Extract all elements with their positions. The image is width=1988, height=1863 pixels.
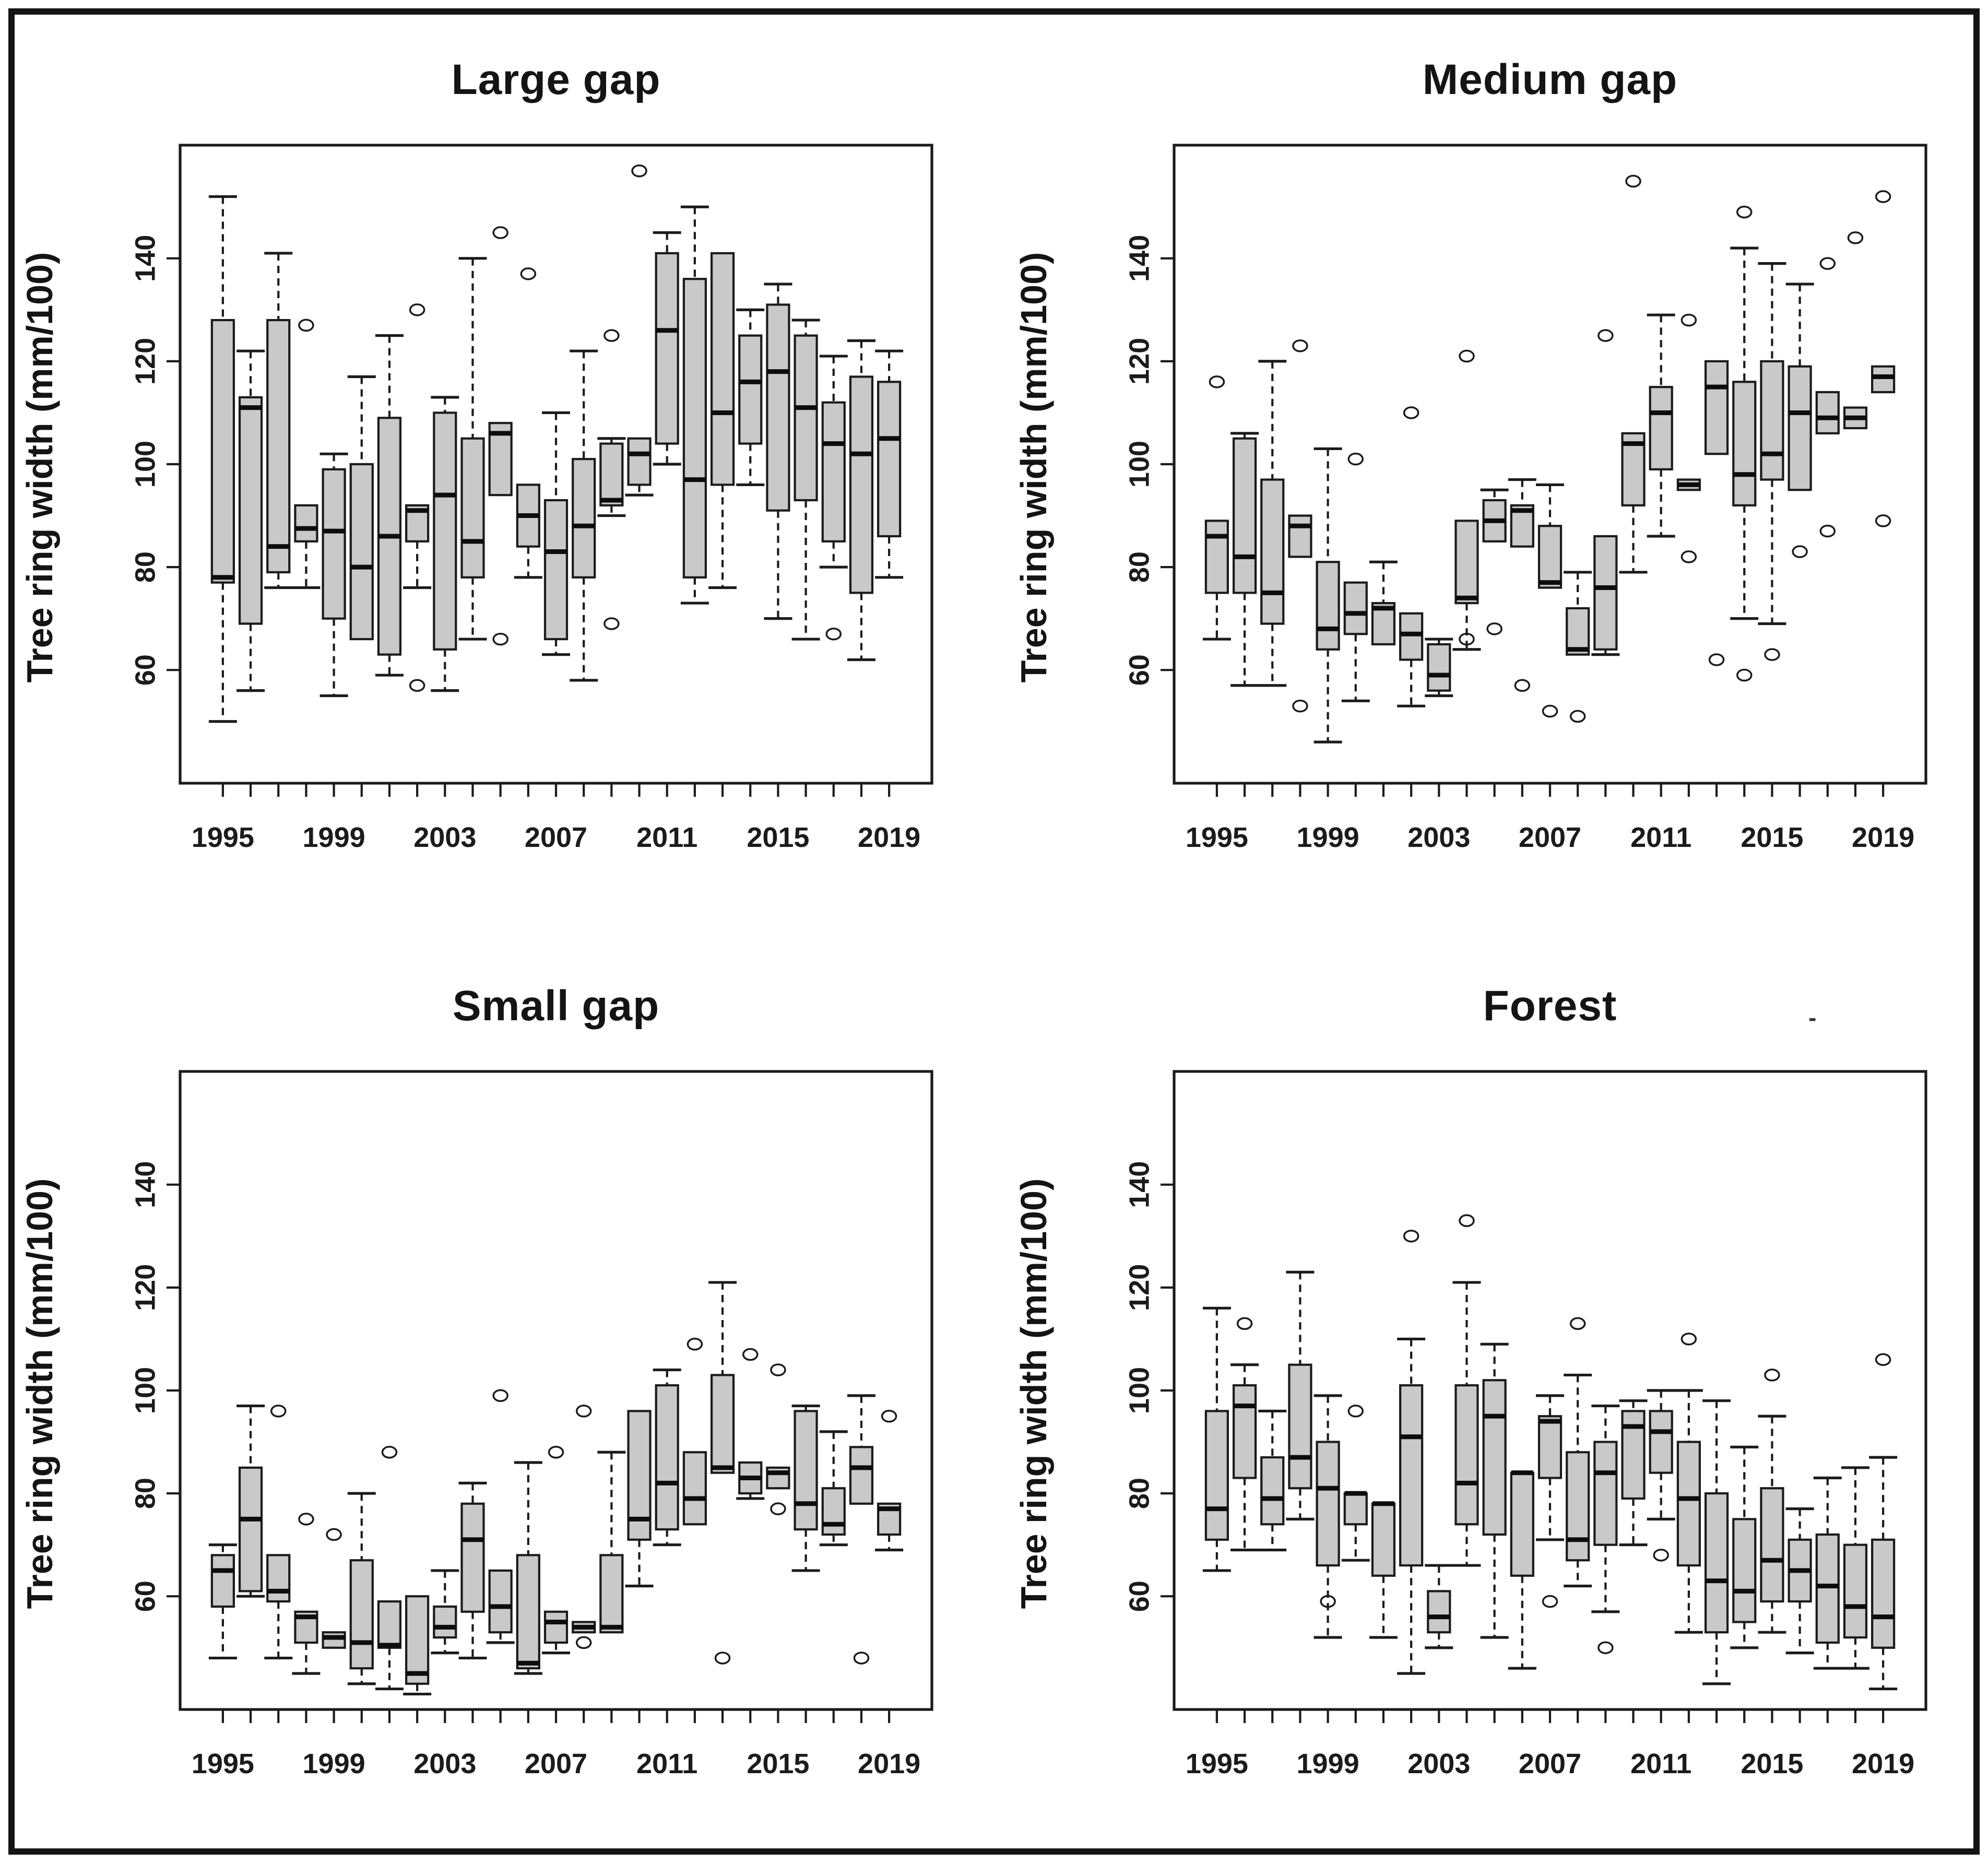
svg-text:60: 60: [1123, 654, 1155, 686]
svg-text:2015: 2015: [1741, 822, 1803, 853]
svg-text:80: 80: [1123, 1478, 1155, 1509]
svg-text:2015: 2015: [747, 1748, 809, 1779]
panel-title-medium-gap: Medium gap: [1422, 56, 1678, 103]
svg-text:2003: 2003: [1407, 1748, 1470, 1779]
boxplot-canvas-large-gap: 60 80 100 120 140 1995 1999 2003 2007 2011 2015 201…: [129, 144, 933, 853]
svg-text:1999: 1999: [303, 1748, 365, 1779]
svg-text:100: 100: [1123, 441, 1155, 488]
svg-text:1995: 1995: [1186, 1748, 1248, 1779]
svg-text:140: 140: [129, 1161, 161, 1208]
svg-text:1999: 1999: [303, 822, 365, 853]
boxplot-canvas-small-gap: 60 80 100 120 140 1995 1999 2003 2007 2011 2015 201…: [129, 1070, 933, 1779]
svg-text:140: 140: [1123, 1161, 1155, 1208]
svg-text:2019: 2019: [1852, 1748, 1914, 1779]
svg-text:2019: 2019: [858, 822, 920, 853]
svg-text:2007: 2007: [525, 1748, 587, 1779]
svg-text:2007: 2007: [1519, 822, 1581, 853]
svg-text:2007: 2007: [1519, 1748, 1581, 1779]
svg-text:100: 100: [129, 1367, 161, 1414]
svg-text:1999: 1999: [1297, 822, 1359, 853]
svg-text:120: 120: [1123, 1264, 1155, 1311]
svg-text:1995: 1995: [192, 822, 254, 853]
svg-text:2011: 2011: [1630, 1748, 1691, 1779]
svg-text:2003: 2003: [1407, 822, 1470, 853]
svg-text:80: 80: [129, 1478, 161, 1509]
svg-text:2015: 2015: [747, 822, 809, 853]
svg-text:2011: 2011: [636, 1748, 697, 1779]
svg-text:80: 80: [129, 551, 161, 583]
svg-text:140: 140: [129, 235, 161, 282]
svg-text:120: 120: [129, 338, 161, 385]
panel-title-large-gap: Large gap: [451, 56, 661, 103]
svg-text:2015: 2015: [1741, 1748, 1803, 1779]
svg-text:2003: 2003: [413, 1748, 476, 1779]
svg-text:80: 80: [1123, 551, 1155, 583]
svg-text:140: 140: [1123, 235, 1155, 282]
panel-small-gap: Small gap Tree ring width (mm/100) 60 80 1…: [0, 932, 994, 1863]
svg-text:100: 100: [1123, 1367, 1155, 1414]
svg-text:2019: 2019: [858, 1748, 920, 1779]
svg-text:2019: 2019: [1852, 822, 1914, 853]
svg-text:60: 60: [129, 1581, 161, 1612]
svg-text:1995: 1995: [192, 1748, 254, 1779]
svg-text:1995: 1995: [1186, 822, 1248, 853]
boxplot-canvas-medium-gap: 60 80 100 120 140 1995 1999 2003 2007 2011 2015 201…: [1123, 144, 1927, 853]
svg-text:100: 100: [129, 441, 161, 488]
svg-text:60: 60: [129, 654, 161, 686]
panel-title-small-gap: Small gap: [452, 982, 660, 1030]
panel-medium-gap: Medium gap Tree ring width (mm/100) 60 80…: [994, 5, 1988, 937]
svg-text:2011: 2011: [636, 822, 697, 853]
svg-text:2003: 2003: [413, 822, 476, 853]
svg-text:120: 120: [129, 1264, 161, 1311]
panel-title-forest: Forest: [1483, 982, 1617, 1030]
svg-text:2011: 2011: [1630, 822, 1691, 853]
svg-text:120: 120: [1123, 338, 1155, 385]
svg-text:1999: 1999: [1297, 1748, 1359, 1779]
panel-forest: Forest - Tree ring width (mm/100) 60 80 10…: [994, 932, 1988, 1863]
title-artifact: -: [1808, 1004, 1817, 1031]
svg-text:2007: 2007: [525, 822, 587, 853]
panel-large-gap: Large gap Tree ring width (mm/100) 60 80 1…: [0, 5, 994, 937]
svg-text:60: 60: [1123, 1581, 1155, 1612]
boxplot-canvas-forest: 60 80 100 120 140 1995 1999 2003 2007 2011 2015 201…: [1123, 1070, 1927, 1779]
